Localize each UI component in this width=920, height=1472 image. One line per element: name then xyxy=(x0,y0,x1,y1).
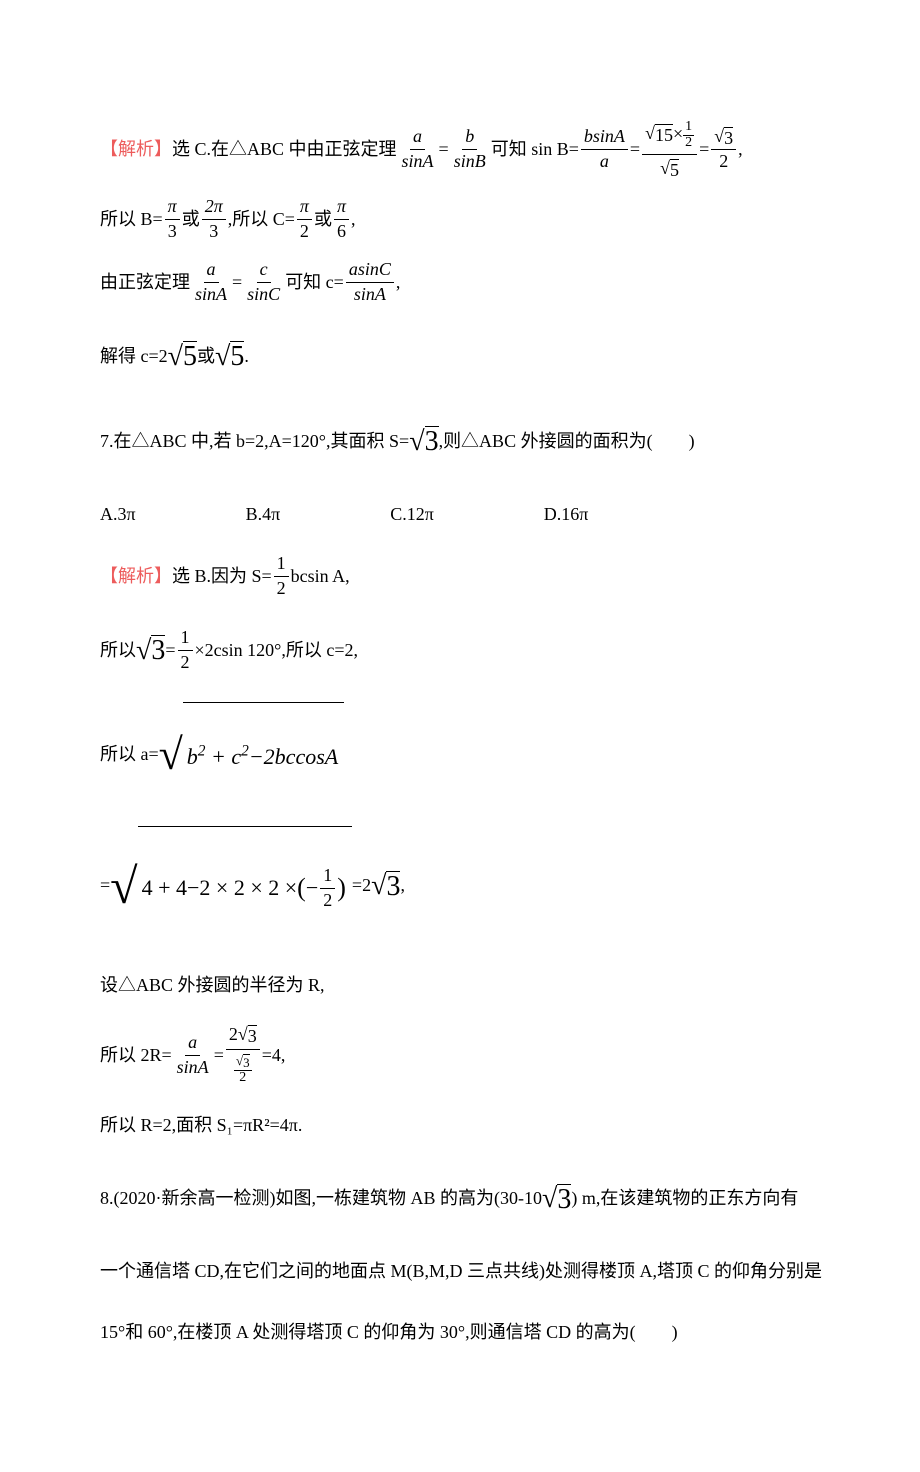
analysis-line-3: 由正弦定理 a sinA = c sinC 可知 c= asinC sinA , xyxy=(100,260,820,305)
frac-bsinA-a: bsinA a xyxy=(581,127,628,172)
txt: 可知 sin B= xyxy=(491,128,579,171)
highlight-analysis: 【解析】 xyxy=(100,128,172,171)
frac-c-sinC: c sinC xyxy=(244,260,283,305)
q7-choices: A.3π B.4π C.12π D.16π xyxy=(100,493,820,536)
frac-a-sinA-2: a sinA xyxy=(192,260,230,305)
txt: 所以 xyxy=(100,629,136,672)
txt: 设△ABC 外接圆的半径为 R, xyxy=(100,964,325,1007)
frac-pi-6: π 6 xyxy=(334,197,349,242)
sqrt-5-b: √5 xyxy=(215,323,244,390)
txt: 所以 R=2,面积 S₁=πR²=4π. xyxy=(100,1104,302,1147)
frac-pi-2: π 2 xyxy=(297,197,312,242)
choice-C: C.12π xyxy=(390,493,434,536)
txt: ×2csin 120°,所以 c=2, xyxy=(195,629,359,672)
q8-stem-1: 8.(2020·新余高一检测)如图,一栋建筑物 AB 的高为(30-10 √3 … xyxy=(100,1165,820,1232)
eq: = xyxy=(214,1034,224,1077)
comma: , xyxy=(738,128,743,171)
choice-A: A.3π xyxy=(100,493,136,536)
sqrt-3-c: √3 xyxy=(371,852,400,919)
txt: ,所以 C= xyxy=(228,198,295,241)
dot: . xyxy=(244,335,249,378)
highlight-analysis: 【解析】 xyxy=(100,555,172,598)
radicand-1: b xyxy=(187,744,198,769)
q7-sol-7: 所以 R=2,面积 S₁=πR²=4π. xyxy=(100,1104,820,1147)
txt: 解得 c=2 xyxy=(100,335,168,378)
txt: 所以 2R= xyxy=(100,1034,172,1077)
frac-a-sinA-3: a sinA xyxy=(174,1033,212,1078)
sqrt-expr-2: √ 4 + 4−2 × 2 × 2 × ( − 1 2 ) xyxy=(110,826,352,946)
txt: 一个通信塔 CD,在它们之间的地面点 M(B,M,D 三点共线)处测得楼顶 A,… xyxy=(100,1250,822,1293)
lparen: ( xyxy=(297,875,306,901)
eq: = xyxy=(439,128,449,171)
analysis-line-2: 所以 B= π 3 或 2π 3 ,所以 C= π 2 或 π 6 , xyxy=(100,197,820,242)
q7-sol-4: = √ 4 + 4−2 × 2 × 2 × ( − 1 2 ) =2 √3 , xyxy=(100,826,820,946)
txt: 8.(2020·新余高一检测)如图,一栋建筑物 AB 的高为(30-10 xyxy=(100,1177,542,1220)
txt: 所以 B= xyxy=(100,198,163,241)
analysis-line-4: 解得 c=2 √5 或 √5 . xyxy=(100,323,820,390)
or: 或 xyxy=(314,198,332,241)
eq: = xyxy=(232,261,242,304)
txt: ) m,在该建筑物的正东方向有 xyxy=(571,1177,798,1220)
q7-sol-5: 设△ABC 外接圆的半径为 R, xyxy=(100,964,820,1007)
txt: =2 xyxy=(352,864,371,907)
frac-a-sinA: a sinA xyxy=(399,127,437,172)
eq: = xyxy=(165,629,175,672)
txt: ,则△ABC 外接圆的面积为( ) xyxy=(439,420,695,463)
frac-1-2-c: 1 2 xyxy=(320,866,335,911)
eq: = xyxy=(100,864,110,907)
sqrt-expr-1: √ b2 + c2−2bccosA xyxy=(159,702,345,808)
comma: , xyxy=(396,261,401,304)
frac-sqrt3-2: √3 2 xyxy=(711,127,736,172)
eq: = xyxy=(630,128,640,171)
frac-1-2-b: 1 2 xyxy=(178,628,193,673)
sqrt-3: √3 xyxy=(409,408,438,475)
or: 或 xyxy=(182,198,200,241)
choice-B: B.4π xyxy=(246,493,281,536)
eq: = xyxy=(699,128,709,171)
q7-stem: 7.在△ABC 中,若 b=2,A=120°,其面积 S= √3 ,则△ABC … xyxy=(100,408,820,475)
frac-asinC-sinA: asinC sinA xyxy=(346,260,394,305)
q7-sol-3: 所以 a= √ b2 + c2−2bccosA xyxy=(100,702,820,808)
frac-sqrt15-sqrt5: √15×12 √5 xyxy=(642,120,697,179)
q7-sol-2: 所以 √3 = 1 2 ×2csin 120°,所以 c=2, xyxy=(100,617,820,684)
comma: , xyxy=(351,198,356,241)
txt: =4, xyxy=(262,1034,286,1077)
sqrt-5-a: √5 xyxy=(168,323,197,390)
txt: bcsin A, xyxy=(291,555,350,598)
sqrt-3-d: √3 xyxy=(542,1165,571,1232)
sqrt-3-b: √3 xyxy=(136,617,165,684)
txt: 选 C.在△ABC 中由正弦定理 xyxy=(172,128,397,171)
choice-D: D.16π xyxy=(544,493,589,536)
q8-stem-3: 15°和 60°,在楼顶 A 处测得塔顶 C 的仰角为 30°,则通信塔 CD … xyxy=(100,1311,820,1354)
txt: 7.在△ABC 中,若 b=2,A=120°,其面积 S= xyxy=(100,420,409,463)
frac-b-sinB: b sinB xyxy=(451,127,489,172)
frac-2pi-3: 2π 3 xyxy=(202,197,226,242)
frac-pi-3: π 3 xyxy=(165,197,180,242)
frac-2sqrt3-sqrt3over2: 2√3 √32 xyxy=(226,1025,260,1086)
radicand-2a: 4 + 4−2 × 2 × 2 × xyxy=(142,862,298,915)
txt: 可知 c= xyxy=(285,261,344,304)
q8-stem-2: 一个通信塔 CD,在它们之间的地面点 M(B,M,D 三点共线)处测得楼顶 A,… xyxy=(100,1250,820,1293)
txt: 所以 a= xyxy=(100,733,159,776)
txt: 15°和 60°,在楼顶 A 处测得塔顶 C 的仰角为 30°,则通信塔 CD … xyxy=(100,1311,678,1354)
frac-1-2: 1 2 xyxy=(274,554,289,599)
or: 或 xyxy=(197,335,215,378)
txt: 选 B.因为 S= xyxy=(172,555,272,598)
rparen: ) xyxy=(337,875,346,901)
q7-sol-6: 所以 2R= a sinA = 2√3 √32 =4, xyxy=(100,1025,820,1086)
q7-sol-1: 【解析】 选 B.因为 S= 1 2 bcsin A, xyxy=(100,554,820,599)
analysis-line-1: 【解析】 选 C.在△ABC 中由正弦定理 a sinA = b sinB 可知… xyxy=(100,120,820,179)
txt: 由正弦定理 xyxy=(100,261,190,304)
minus: − xyxy=(306,862,318,915)
comma: , xyxy=(400,864,405,907)
